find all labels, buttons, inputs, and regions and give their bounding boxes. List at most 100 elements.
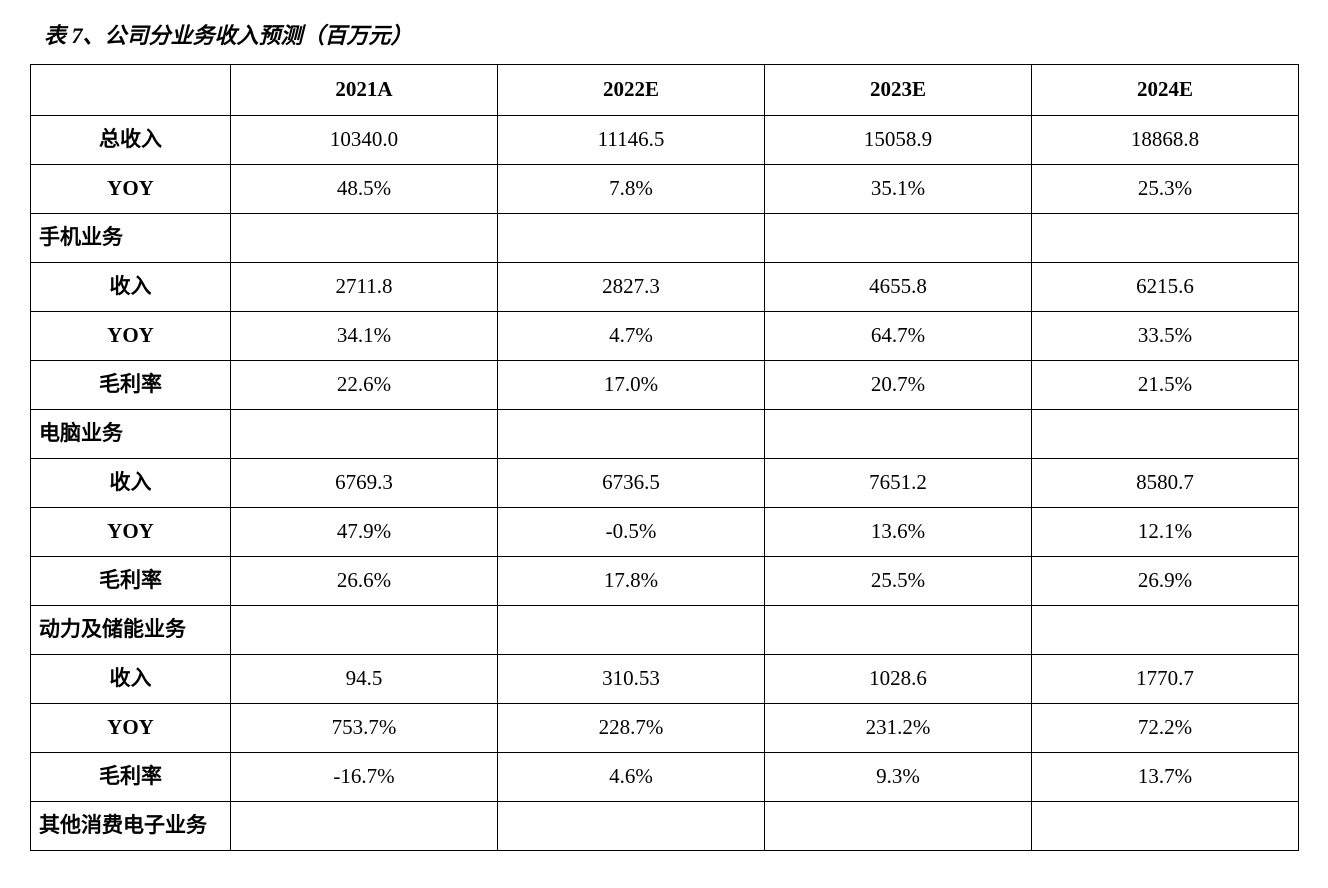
section-label: 其他消费电子业务 xyxy=(31,802,231,851)
table-cell xyxy=(231,410,498,459)
table-cell: 48.5% xyxy=(231,165,498,214)
table-cell: 33.5% xyxy=(1032,312,1299,361)
table-cell: 20.7% xyxy=(765,361,1032,410)
revenue-forecast-table: 2021A 2022E 2023E 2024E 总收入10340.011146.… xyxy=(30,64,1299,851)
row-label: 收入 xyxy=(31,263,231,312)
table-cell: 64.7% xyxy=(765,312,1032,361)
table-cell: 8580.7 xyxy=(1032,459,1299,508)
table-cell: 18868.8 xyxy=(1032,116,1299,165)
section-label: 手机业务 xyxy=(31,214,231,263)
table-row: 收入2711.82827.34655.86215.6 xyxy=(31,263,1299,312)
table-header: 2021A 2022E 2023E 2024E xyxy=(31,65,1299,116)
table-row: YOY48.5%7.8%35.1%25.3% xyxy=(31,165,1299,214)
table-cell xyxy=(498,606,765,655)
table-cell: -0.5% xyxy=(498,508,765,557)
row-label: 毛利率 xyxy=(31,557,231,606)
table-cell xyxy=(231,802,498,851)
table-cell xyxy=(765,214,1032,263)
table-cell xyxy=(765,410,1032,459)
table-cell: 231.2% xyxy=(765,704,1032,753)
table-cell: 7.8% xyxy=(498,165,765,214)
table-cell: 12.1% xyxy=(1032,508,1299,557)
table-cell: 4.6% xyxy=(498,753,765,802)
row-label: 收入 xyxy=(31,459,231,508)
table-cell: 2711.8 xyxy=(231,263,498,312)
table-cell: 25.3% xyxy=(1032,165,1299,214)
document-page: 表 7、公司分业务收入预测（百万元） 2021A 2022E 2023E 202… xyxy=(0,0,1328,888)
table-cell: 9.3% xyxy=(765,753,1032,802)
table-cell: 1770.7 xyxy=(1032,655,1299,704)
table-cell: 94.5 xyxy=(231,655,498,704)
col-header-2023e: 2023E xyxy=(765,65,1032,116)
table-cell: 310.53 xyxy=(498,655,765,704)
table-row: 手机业务 xyxy=(31,214,1299,263)
table-cell: 25.5% xyxy=(765,557,1032,606)
table-cell: 34.1% xyxy=(231,312,498,361)
table-row: 动力及储能业务 xyxy=(31,606,1299,655)
table-cell xyxy=(765,802,1032,851)
table-title: 表 7、公司分业务收入预测（百万元） xyxy=(44,18,1298,50)
table-cell xyxy=(231,606,498,655)
table-cell: 6769.3 xyxy=(231,459,498,508)
table-row: 毛利率-16.7%4.6%9.3%13.7% xyxy=(31,753,1299,802)
row-label: 毛利率 xyxy=(31,753,231,802)
row-label: YOY xyxy=(31,165,231,214)
table-cell: 13.6% xyxy=(765,508,1032,557)
table-cell: 11146.5 xyxy=(498,116,765,165)
table-cell: 10340.0 xyxy=(231,116,498,165)
table-cell: -16.7% xyxy=(231,753,498,802)
table-cell xyxy=(498,802,765,851)
table-cell: 21.5% xyxy=(1032,361,1299,410)
row-label: YOY xyxy=(31,312,231,361)
section-label: 电脑业务 xyxy=(31,410,231,459)
table-row: YOY34.1%4.7%64.7%33.5% xyxy=(31,312,1299,361)
row-label: 收入 xyxy=(31,655,231,704)
table-cell: 6736.5 xyxy=(498,459,765,508)
table-row: 毛利率22.6%17.0%20.7%21.5% xyxy=(31,361,1299,410)
table-row: YOY47.9%-0.5%13.6%12.1% xyxy=(31,508,1299,557)
table-cell: 13.7% xyxy=(1032,753,1299,802)
table-cell: 4.7% xyxy=(498,312,765,361)
table-row: 收入6769.36736.57651.28580.7 xyxy=(31,459,1299,508)
table-cell: 17.8% xyxy=(498,557,765,606)
table-row: 总收入10340.011146.515058.918868.8 xyxy=(31,116,1299,165)
table-cell: 6215.6 xyxy=(1032,263,1299,312)
table-cell: 1028.6 xyxy=(765,655,1032,704)
col-header-2024e: 2024E xyxy=(1032,65,1299,116)
section-label: 动力及储能业务 xyxy=(31,606,231,655)
table-cell: 26.6% xyxy=(231,557,498,606)
table-cell xyxy=(498,410,765,459)
table-cell xyxy=(498,214,765,263)
table-row: 毛利率26.6%17.8%25.5%26.9% xyxy=(31,557,1299,606)
table-row: 收入94.5310.531028.61770.7 xyxy=(31,655,1299,704)
table-cell xyxy=(1032,606,1299,655)
table-cell: 15058.9 xyxy=(765,116,1032,165)
table-row: 其他消费电子业务 xyxy=(31,802,1299,851)
table-body: 总收入10340.011146.515058.918868.8YOY48.5%7… xyxy=(31,116,1299,851)
table-cell: 26.9% xyxy=(1032,557,1299,606)
row-label: YOY xyxy=(31,704,231,753)
table-cell: 72.2% xyxy=(1032,704,1299,753)
table-cell: 17.0% xyxy=(498,361,765,410)
table-header-row: 2021A 2022E 2023E 2024E xyxy=(31,65,1299,116)
table-cell: 753.7% xyxy=(231,704,498,753)
table-cell xyxy=(1032,214,1299,263)
table-cell xyxy=(765,606,1032,655)
table-cell: 2827.3 xyxy=(498,263,765,312)
row-label: 总收入 xyxy=(31,116,231,165)
col-header-2021a: 2021A xyxy=(231,65,498,116)
col-header-2022e: 2022E xyxy=(498,65,765,116)
col-header-blank xyxy=(31,65,231,116)
table-cell: 228.7% xyxy=(498,704,765,753)
table-cell: 35.1% xyxy=(765,165,1032,214)
table-row: YOY753.7%228.7%231.2%72.2% xyxy=(31,704,1299,753)
table-cell: 47.9% xyxy=(231,508,498,557)
table-row: 电脑业务 xyxy=(31,410,1299,459)
table-cell: 4655.8 xyxy=(765,263,1032,312)
row-label: YOY xyxy=(31,508,231,557)
table-cell: 22.6% xyxy=(231,361,498,410)
table-cell xyxy=(1032,802,1299,851)
table-cell: 7651.2 xyxy=(765,459,1032,508)
row-label: 毛利率 xyxy=(31,361,231,410)
table-cell xyxy=(231,214,498,263)
